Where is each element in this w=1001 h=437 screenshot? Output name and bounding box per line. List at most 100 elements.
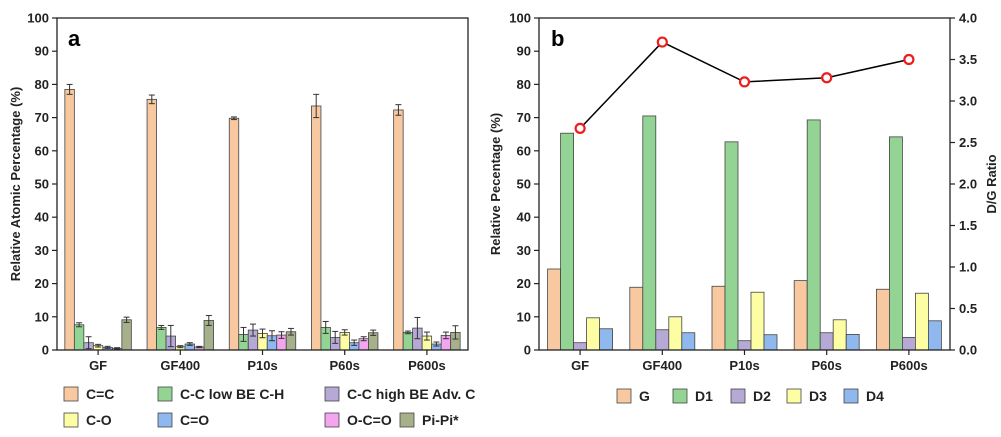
bar-c-c-p10s (228, 117, 240, 351)
legend-swatch-d3 (786, 388, 802, 404)
legend-label-c-o: C=O (180, 412, 209, 428)
legend-label-d2: D2 (753, 388, 771, 404)
x-tick-label: GF (571, 358, 589, 373)
bar-d2-p10s (737, 340, 752, 351)
x-tick-label: P600s (408, 358, 446, 373)
bar-d3-gf400 (668, 316, 683, 351)
y2-tick-label: 0.0 (959, 343, 977, 358)
legend-swatch-c-c-high-be-adv-c (324, 386, 340, 402)
y-tick-label: 20 (517, 276, 531, 291)
legend-swatch-c-o (63, 412, 79, 428)
bar-g-p10s (711, 285, 726, 351)
legend-swatch-d1 (672, 388, 688, 404)
y-tick-label: 90 (517, 44, 531, 59)
y-tick-label: 100 (27, 11, 49, 26)
y-tick-label: 20 (35, 276, 49, 291)
y-tick-label: 90 (35, 44, 49, 59)
legend-swatch-c-c-low-be-c-h (157, 386, 173, 402)
y-axis-label: Relative Atomic Percentage (%) (8, 87, 23, 282)
bar-d1-p10s (724, 141, 739, 351)
bar-d4-p600s (928, 320, 942, 351)
dg-ratio-marker (656, 36, 668, 48)
plot-frame (56, 17, 469, 351)
legend-label-c-c-low-be-c-h: C-C low BE C-H (180, 386, 284, 402)
y-tick-label: 70 (35, 110, 49, 125)
bar-c-c-low-be-c-h-p600s (402, 332, 414, 351)
legend-label-o-c-o: O-C=O (347, 412, 392, 428)
bar-c-c-p60s (311, 105, 322, 351)
panel-label: a (68, 26, 81, 51)
bar-d2-p60s (819, 332, 834, 351)
dg-ratio-marker (574, 122, 586, 134)
y-tick-label: 50 (517, 177, 531, 192)
legend-label-d1: D1 (695, 388, 713, 404)
y-tick-label: 10 (35, 309, 49, 324)
y2-tick-label: 3.5 (959, 52, 977, 67)
y-tick-label: 60 (35, 143, 49, 158)
bar-c-c-p600s (393, 109, 404, 351)
bar-c-c-low-be-c-h-gf400 (156, 327, 167, 351)
legend-label-c-c-high-be-adv-c: C-C high BE Adv. C (347, 386, 475, 402)
legend-label-g: G (639, 388, 650, 404)
x-tick-label: GF400 (642, 358, 682, 373)
bar-d1-p600s (889, 136, 903, 351)
y2-tick-label: 3.0 (959, 94, 977, 109)
legend-swatch-c-o (157, 412, 173, 428)
bar-d4-gf400 (681, 332, 696, 351)
dg-ratio-marker (903, 53, 915, 66)
bar-d2-gf (573, 342, 587, 351)
x-tick-label: P600s (890, 358, 928, 373)
bar-d4-p10s (763, 334, 778, 351)
y2-tick-label: 2.5 (959, 135, 977, 150)
legend-swatch-g (616, 388, 632, 404)
bar-g-gf (547, 268, 561, 351)
y-tick-label: 100 (509, 11, 531, 26)
bar-g-p60s (793, 280, 808, 351)
legend-label-pi-pi-: Pi-Pi* (422, 412, 459, 428)
x-tick-label: P60s (330, 358, 360, 373)
legend-label-c-o: C-O (86, 412, 112, 428)
legend-swatch-pi-pi- (399, 412, 415, 428)
x-tick-label: P60s (812, 358, 842, 373)
y-tick-label: 10 (517, 309, 531, 324)
y2-axis-label: D/G Ratio (984, 154, 999, 213)
bar-d3-p600s (915, 292, 929, 351)
y-tick-label: 0 (42, 343, 49, 358)
bar-d3-p10s (750, 291, 765, 351)
bar-c-c-gf400 (146, 98, 157, 351)
y2-tick-label: 0.5 (959, 301, 977, 316)
bar-c-c-gf (64, 88, 75, 351)
y-tick-label: 80 (35, 77, 49, 92)
bar-d4-gf (599, 328, 613, 351)
y2-tick-label: 4.0 (959, 11, 977, 26)
y2-tick-label: 2.0 (959, 177, 977, 192)
plot-frame (538, 17, 951, 351)
x-tick-label: GF (89, 358, 107, 373)
legend-swatch-o-c-o (324, 412, 340, 428)
y2-tick-label: 1.5 (959, 218, 977, 233)
y-tick-label: 30 (517, 243, 531, 258)
bar-d2-gf400 (655, 329, 670, 351)
bar-d1-gf400 (642, 115, 657, 351)
y-tick-label: 80 (517, 77, 531, 92)
legend-swatch-d2 (730, 388, 746, 404)
y-tick-label: 30 (35, 243, 49, 258)
y2-tick-label: 1.0 (959, 260, 977, 275)
bar-d3-p60s (832, 319, 847, 351)
bar-c-c-low-be-c-h-gf (73, 324, 85, 351)
bar-pi-pi--gf (121, 319, 132, 351)
y-tick-label: 0 (524, 343, 531, 358)
legend-label-d4: D4 (866, 388, 884, 404)
y-axis-label: Relative Pecentage (%) (488, 113, 503, 255)
y-tick-label: 60 (517, 143, 531, 158)
y-tick-label: 70 (517, 110, 531, 125)
y-tick-label: 50 (35, 177, 49, 192)
bar-d4-p60s (845, 333, 860, 351)
legend-swatch-d4 (843, 388, 859, 404)
legend-label-c-c: C=C (86, 386, 114, 402)
y-tick-label: 40 (35, 210, 49, 225)
x-tick-label: P10s (729, 358, 759, 373)
bar-g-p600s (876, 288, 890, 351)
x-tick-label: GF400 (160, 358, 200, 373)
